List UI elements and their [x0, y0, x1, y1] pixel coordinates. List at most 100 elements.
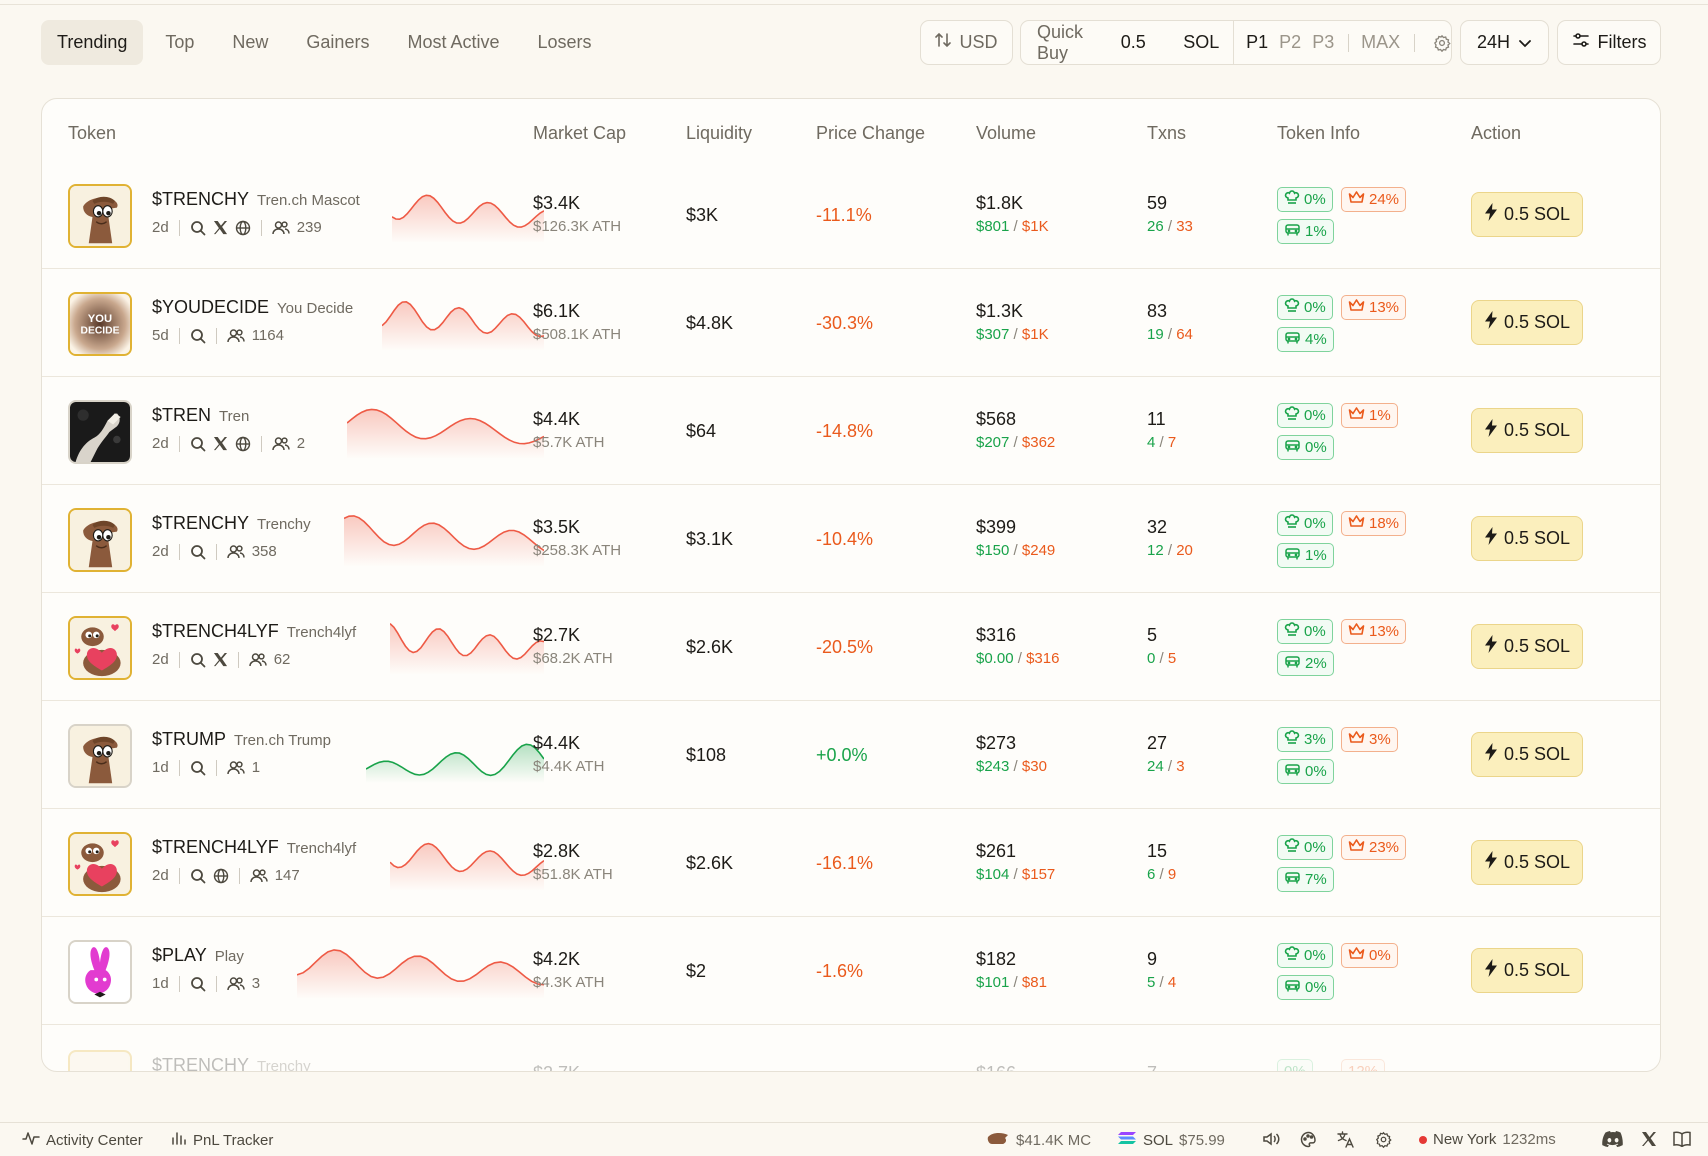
table-row[interactable]: YOU DECIDE $YOUDECIDE You Decide 5d 1164 $6.1K…	[42, 269, 1660, 377]
quick-buy-amount-input[interactable]: 0.5	[1120, 32, 1146, 52]
snipers-value: 0%	[1305, 763, 1327, 780]
sol-price: $75.99	[1179, 1131, 1225, 1149]
palette-icon[interactable]	[1300, 1131, 1317, 1148]
search-icon[interactable]	[190, 544, 206, 560]
sells-count: 4	[1167, 974, 1177, 991]
market-cap: $6.1K	[533, 301, 581, 321]
tab-trending[interactable]: Trending	[41, 20, 144, 65]
x-icon[interactable]	[213, 436, 228, 451]
tab-new[interactable]: New	[232, 32, 269, 52]
gear-icon[interactable]	[1375, 1131, 1392, 1148]
x-icon[interactable]	[213, 220, 228, 235]
region-indicator[interactable]: New York 1232ms	[1419, 1131, 1556, 1148]
token-symbol[interactable]: $TRENCHY Trenchy	[152, 513, 311, 534]
search-icon[interactable]	[190, 652, 206, 668]
quick-buy-button[interactable]: 0.5 SOL	[1471, 840, 1583, 885]
token-avatar[interactable]	[68, 724, 132, 788]
search-icon[interactable]	[190, 436, 206, 452]
timeframe-value: 24H	[1476, 32, 1511, 52]
max-button[interactable]: MAX	[1361, 32, 1401, 52]
token-symbol[interactable]: $TRENCHY Tren.ch Mascot	[152, 189, 360, 210]
token-avatar[interactable]	[68, 940, 132, 1004]
token-symbol[interactable]: $TRUMP Tren.ch Trump	[152, 729, 331, 750]
col-liquidity[interactable]: Liquidity	[686, 123, 753, 143]
preset-p1[interactable]: P1	[1246, 32, 1269, 52]
holders-icon	[249, 868, 268, 884]
globe-icon[interactable]	[213, 868, 229, 884]
table-row-partial[interactable]: $TRENCHY Trenchy $2.7K $166 7 0% 12%	[42, 1025, 1660, 1071]
dev-badge: 12%	[1341, 1059, 1386, 1071]
volume-sell: $1K	[1021, 326, 1049, 343]
activity-center-button[interactable]: Activity Center	[22, 1131, 143, 1149]
token-symbol[interactable]: $TRENCH4LYF Trench4lyf	[152, 837, 356, 858]
token-avatar[interactable]	[68, 400, 132, 464]
quick-buy-button[interactable]: 0.5 SOL	[1471, 516, 1583, 561]
volume-split: $104 / $157	[976, 866, 1055, 883]
col-txns[interactable]: Txns	[1147, 123, 1187, 143]
price-sparkline	[391, 183, 545, 243]
divider	[178, 975, 180, 992]
token-age: 1d	[152, 759, 169, 776]
x-icon[interactable]	[213, 652, 228, 667]
solana-icon	[1117, 1131, 1137, 1149]
token-avatar[interactable]	[68, 508, 132, 572]
token-avatar[interactable]	[68, 184, 132, 248]
translate-icon[interactable]	[1337, 1131, 1355, 1148]
lightning-icon	[1484, 203, 1498, 226]
tab-most-active[interactable]: Most Active	[407, 32, 500, 52]
token-symbol[interactable]: $TRENCH4LYF Trench4lyf	[152, 621, 356, 642]
globe-icon[interactable]	[235, 220, 251, 236]
tab-gainers[interactable]: Gainers	[306, 32, 370, 52]
lightning-icon	[1484, 311, 1498, 334]
table-row[interactable]: $PLAY Play 1d 3 $4.2K $4.3K ATH $2 -1.6% $182 $10…	[42, 917, 1660, 1025]
table-row[interactable]: $TRENCHY Tren.ch Mascot 2d 239 $3.4K $126.3K …	[42, 161, 1660, 269]
table-row[interactable]: $TRENCHY Trenchy 2d 358 $3.5K $258.3K ATH $3.1…	[42, 485, 1660, 593]
docs-icon[interactable]	[1672, 1131, 1692, 1147]
col-market-cap[interactable]: Market Cap	[533, 123, 627, 143]
currency-toggle[interactable]: USD	[920, 20, 1013, 65]
table-header: Token Market Cap Liquidity Price Change …	[42, 99, 1660, 169]
token-avatar[interactable]	[68, 832, 132, 896]
token-symbol[interactable]: $TREN Tren	[152, 405, 249, 426]
pnl-tracker-button[interactable]: PnL Tracker	[171, 1131, 273, 1149]
token-avatar[interactable]: YOU DECIDE	[68, 292, 132, 356]
token-avatar[interactable]	[68, 616, 132, 680]
token-symbol[interactable]: $YOUDECIDE You Decide	[152, 297, 353, 318]
gear-icon[interactable]	[1433, 34, 1451, 52]
top-holders-value: 0%	[1304, 191, 1326, 208]
preset-p2[interactable]: P2	[1279, 32, 1302, 52]
col-volume[interactable]: Volume	[976, 123, 1037, 143]
table-row[interactable]: $TREN Tren 2d 2 $4.4K $5.7K ATH $64 -14.8% $568 $…	[42, 377, 1660, 485]
table-row[interactable]: $TRUMP Tren.ch Trump 1d 1 $4.4K $4.4K ATH $108…	[42, 701, 1660, 809]
search-icon[interactable]	[190, 328, 206, 344]
quick-buy-button[interactable]: 0.5 SOL	[1471, 732, 1583, 777]
quick-buy-button[interactable]: 0.5 SOL	[1471, 300, 1583, 345]
quick-buy-button[interactable]: 0.5 SOL	[1471, 192, 1583, 237]
table-row[interactable]: $TRENCH4LYF Trench4lyf 2d 147 $2.8K $51.8K AT…	[42, 809, 1660, 917]
tab-top[interactable]: Top	[165, 32, 195, 52]
tab-losers[interactable]: Losers	[537, 32, 592, 52]
search-icon[interactable]	[190, 220, 206, 236]
search-icon[interactable]	[190, 976, 206, 992]
quick-buy-button[interactable]: 0.5 SOL	[1471, 624, 1583, 669]
search-icon[interactable]	[190, 868, 206, 884]
snipers-badge: 7%	[1277, 867, 1334, 892]
crown-icon	[1348, 622, 1365, 641]
slash: /	[1013, 974, 1018, 991]
token-symbol[interactable]: $PLAY Play	[152, 945, 244, 966]
quick-buy-button[interactable]: 0.5 SOL	[1471, 408, 1583, 453]
globe-icon[interactable]	[235, 436, 251, 452]
x-icon[interactable]	[1641, 1131, 1657, 1147]
volume-split: $207 / $362	[976, 434, 1055, 451]
quick-buy-button[interactable]: 0.5 SOL	[1471, 948, 1583, 993]
search-icon[interactable]	[190, 760, 206, 776]
preset-p3[interactable]: P3	[1312, 32, 1335, 52]
filters-button[interactable]: Filters	[1557, 20, 1661, 65]
col-price-change[interactable]: Price Change	[816, 123, 926, 143]
timeframe-select[interactable]: 24H	[1460, 20, 1549, 65]
discord-icon[interactable]	[1602, 1131, 1624, 1147]
table-row[interactable]: $TRENCH4LYF Trench4lyf 2d 62 $2.7K $68.2K ATH…	[42, 593, 1660, 701]
sound-icon[interactable]	[1262, 1131, 1280, 1147]
price-change: -10.4%	[816, 529, 874, 549]
token-mc-indicator[interactable]: $41.4K MC	[986, 1131, 1091, 1149]
